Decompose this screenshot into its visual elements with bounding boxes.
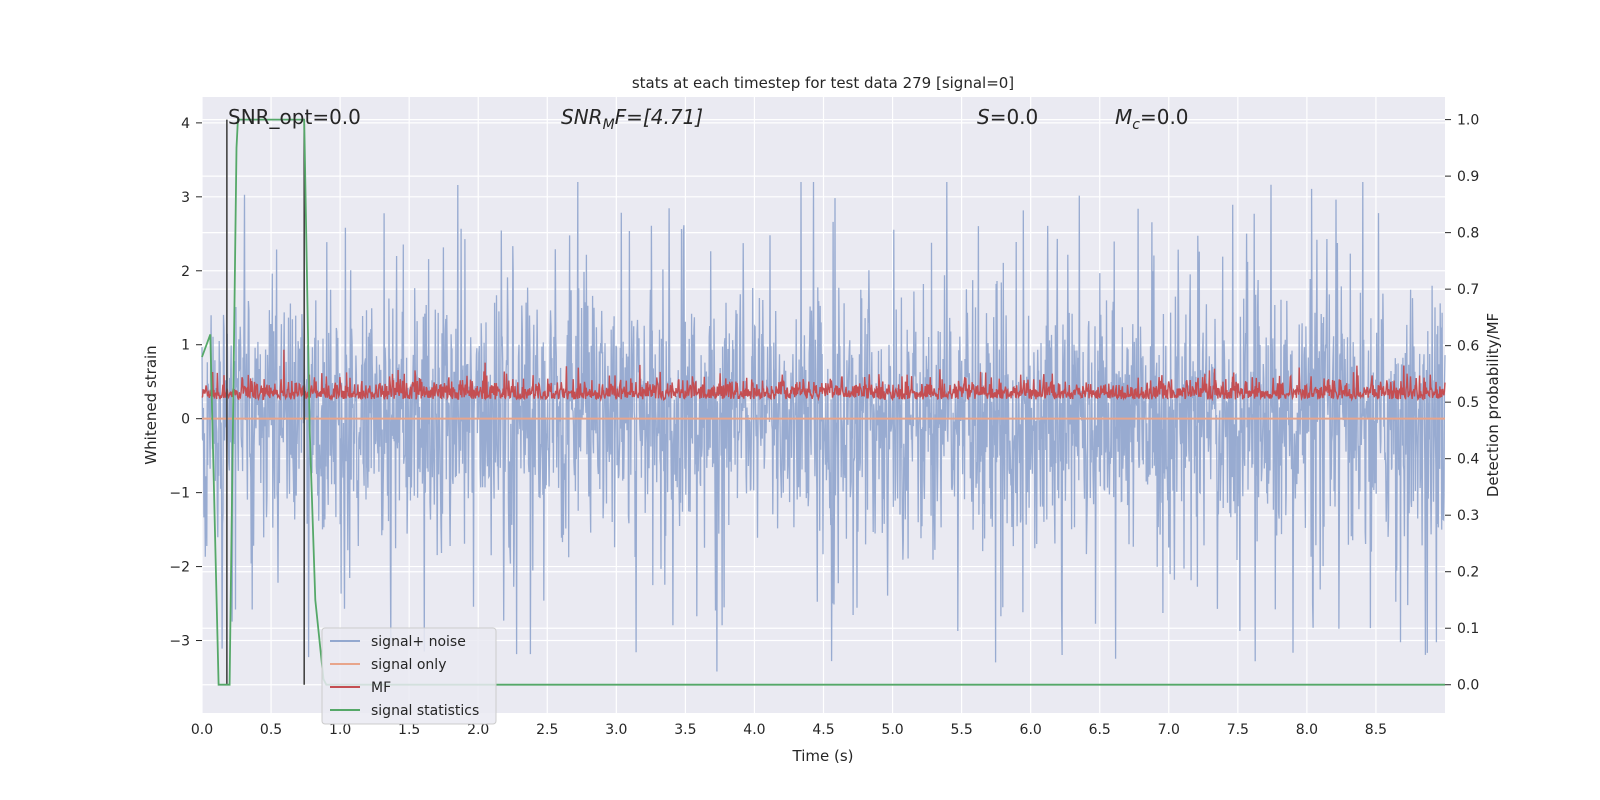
snr-mf-sub: M [603, 117, 615, 133]
signal-noise-line [201, 181, 1446, 672]
x-axis-ticks: 0.0 0.5 1.0 1.5 2.0 2.5 3.0 3.5 4.0 4.5 5.0 5.5 6.0 6… [191, 722, 1387, 738]
y2-tick-label: 0.4 [1457, 452, 1479, 468]
y2-tick-label: 0.7 [1457, 282, 1479, 298]
x-tick-label: 8.5 [1365, 722, 1387, 738]
x-tick-label: 6.0 [1020, 722, 1042, 738]
x-tick-label: 2.5 [536, 722, 558, 738]
chart-title: stats at each timestep for test data 279… [632, 74, 1014, 92]
y2-tick-label: 1.0 [1457, 113, 1479, 129]
y2-tick-label: 0.1 [1457, 621, 1479, 637]
snr-mf-main: SNR [561, 105, 603, 129]
x-tick-label: 7.5 [1227, 722, 1249, 738]
x-tick-label: 3.0 [605, 722, 627, 738]
legend-box [321, 627, 497, 725]
annotation-s: S=0.0 [977, 105, 1038, 129]
annotation-snr-mf: SNRMF=[4.71] [561, 105, 703, 133]
y-tick-label: 2 [181, 264, 190, 280]
y2-axis-label: Detection probability/MF [1484, 313, 1502, 497]
grid [201, 97, 1445, 713]
x-tick-label: 3.5 [674, 722, 696, 738]
mf-line [201, 349, 1446, 402]
event-markers [226, 119, 306, 685]
annotation-mc: Mc=0.0 [1115, 105, 1189, 133]
x-tick-label: 8.0 [1296, 722, 1318, 738]
y-tick-label: 4 [181, 116, 190, 132]
x-tick-label: 4.0 [743, 722, 765, 738]
legend-label-signal-noise: signal+ noise [371, 634, 466, 650]
mc-sub: c [1132, 117, 1140, 133]
x-tick-label: 5.0 [881, 722, 903, 738]
legend: signal+ noise signal only MF signal stat… [321, 627, 497, 725]
x-axis-label: Time (s) [792, 747, 854, 765]
y-tick-label: 0 [181, 412, 190, 428]
x-tick-label: 2.0 [467, 722, 489, 738]
x-tick-label: 1.5 [398, 722, 420, 738]
x-tick-label: 5.5 [950, 722, 972, 738]
mc-main: M [1115, 105, 1132, 129]
y2-tick-label: 0.6 [1457, 339, 1479, 355]
s-main: S [977, 105, 990, 129]
y-axis-label: Whitened strain [142, 345, 160, 464]
y-tick-label: −1 [169, 486, 190, 502]
series-signal-noise [201, 181, 1446, 672]
legend-label-mf: MF [371, 680, 391, 696]
snr-mf-rest: F=[4.71] [615, 105, 703, 129]
y2-tick-label: 0.2 [1457, 565, 1479, 581]
mc-rest: =0.0 [1140, 105, 1189, 129]
y-tick-label: −2 [169, 560, 190, 576]
s-rest: =0.0 [990, 105, 1039, 129]
x-tick-label: 0.5 [260, 722, 282, 738]
y-axis-ticks: 4 3 2 1 0 −1 −2 −3 [169, 116, 202, 650]
y2-tick-label: 0.3 [1457, 508, 1479, 524]
x-tick-label: 6.5 [1089, 722, 1111, 738]
x-tick-label: 4.5 [812, 722, 834, 738]
x-tick-label: 7.0 [1158, 722, 1180, 738]
legend-label-signal-statistics: signal statistics [371, 703, 479, 719]
series-mf [201, 349, 1446, 402]
y-tick-label: 3 [181, 190, 190, 206]
legend-label-signal-only: signal only [371, 657, 446, 673]
y2-tick-label: 0.9 [1457, 169, 1479, 185]
x-tick-label: 0.0 [191, 722, 213, 738]
y2-axis-ticks: 1.0 0.9 0.8 0.7 0.6 0.5 0.4 0.3 0.2 0.1 0.0 [1445, 113, 1479, 694]
annotation-snr-opt: SNR_opt=0.0 [228, 105, 361, 129]
y-tick-label: 1 [181, 338, 190, 354]
y2-tick-label: 0.5 [1457, 395, 1479, 411]
y-tick-label: −3 [169, 634, 190, 650]
y2-tick-label: 0.0 [1457, 678, 1479, 694]
y2-tick-label: 0.8 [1457, 226, 1479, 242]
x-tick-label: 1.0 [329, 722, 351, 738]
